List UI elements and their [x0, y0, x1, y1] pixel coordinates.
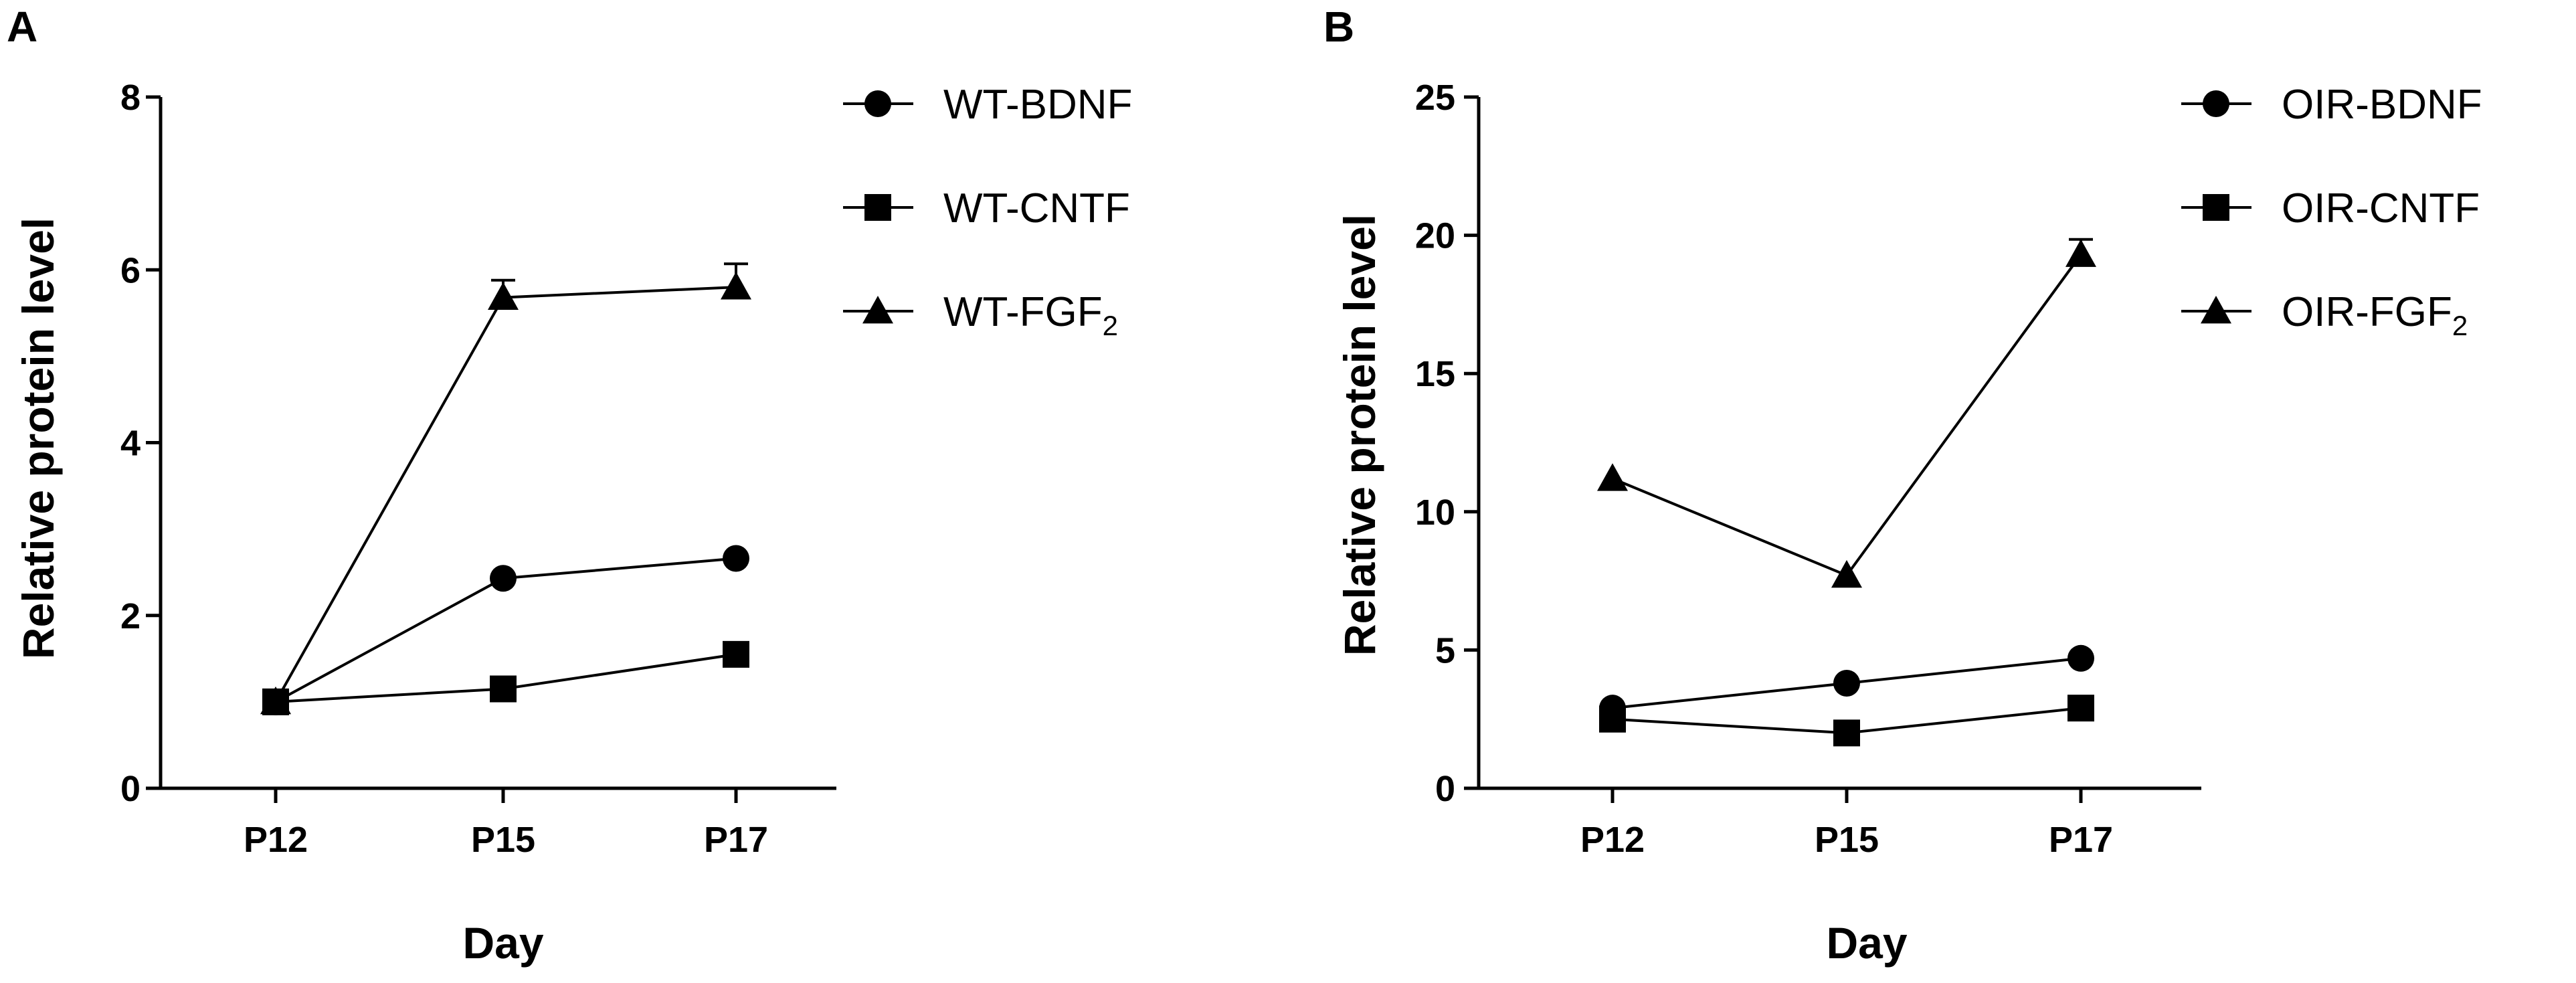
data-point	[2067, 695, 2094, 722]
legend-item: OIR-CNTF	[2181, 185, 2480, 232]
legend-marker	[864, 90, 891, 117]
data-point	[490, 675, 517, 703]
data-point	[723, 640, 749, 668]
legend-label: OIR-FGF2	[2282, 289, 2468, 341]
series-circle	[1599, 644, 2094, 722]
x-axis-ticks: P12 P15 P17	[244, 788, 768, 860]
legend-label: OIR-CNTF	[2282, 185, 2480, 232]
legend-label: OIR-BDNF	[2282, 82, 2482, 128]
y-tick-label: 4	[120, 424, 141, 464]
data-point	[721, 272, 751, 300]
series-line	[1612, 254, 2082, 577]
y-tick-label: 15	[1415, 354, 1455, 394]
data-point	[723, 545, 749, 572]
legend-item: OIR-BDNF	[2181, 82, 2482, 128]
series-square	[262, 640, 749, 715]
x-axis-title: Day	[462, 918, 543, 968]
data-point	[2067, 644, 2094, 672]
y-tick-label: 2	[120, 596, 141, 636]
series-triangle	[260, 262, 751, 715]
x-tick-label: P15	[1815, 820, 1879, 860]
series-square	[1599, 695, 2094, 747]
y-axis-ticks: 0 2 4 6 8	[120, 78, 161, 809]
data-point	[1833, 669, 1860, 697]
x-axis-ticks: P12 P15 P17	[1580, 788, 2113, 860]
series-line	[274, 286, 737, 703]
legend-item: WT-CNTF	[843, 185, 1130, 232]
legend-item: WT-FGF2	[843, 289, 1118, 341]
panel-letter: B	[1323, 3, 1354, 51]
legend-label: WT-CNTF	[943, 185, 1130, 232]
legend-item: WT-BDNF	[843, 82, 1132, 128]
y-axis-ticks: 0 5 10 15 20 25	[1415, 78, 1479, 809]
legend-marker	[862, 296, 893, 324]
series-triangle	[1597, 238, 2096, 588]
y-tick-label: 20	[1415, 216, 1455, 256]
legend: WT-BDNF WT-CNTF WT-FGF2	[843, 82, 1132, 341]
panel-letter: A	[7, 3, 37, 51]
data-point	[1833, 719, 1860, 747]
x-tick-label: P15	[471, 820, 535, 860]
legend-label: WT-FGF2	[943, 289, 1118, 341]
y-tick-label: 25	[1415, 78, 1455, 118]
legend-marker	[2203, 90, 2229, 117]
legend-marker	[2201, 296, 2231, 324]
data-point	[1597, 463, 1628, 491]
y-axis-title: Relative protein level	[13, 217, 63, 659]
legend-marker	[864, 194, 891, 221]
chart-panel-a: A 0 2 4 6 8 P12 P15 P17 Day Relative protein l…	[7, 3, 1132, 968]
legend-item: OIR-FGF2	[2181, 289, 2468, 341]
y-tick-label: 8	[120, 78, 141, 118]
legend: OIR-BDNF OIR-CNTF OIR-FGF2	[2181, 82, 2482, 341]
y-axis-title: Relative protein level	[1335, 214, 1384, 656]
x-axis-title: Day	[1826, 918, 1907, 968]
chart-panel-b: B 0 5 10 15 20 25 P12 P15 P17 Day Relative prot…	[1323, 3, 2482, 968]
x-tick-label: P17	[704, 820, 768, 860]
series-layer	[260, 262, 751, 715]
data-point	[2065, 239, 2096, 267]
data-point	[1599, 705, 1626, 733]
data-point	[490, 565, 517, 592]
data-point	[1831, 559, 1862, 588]
y-tick-label: 5	[1435, 630, 1455, 671]
x-tick-label: P12	[1580, 820, 1645, 860]
y-tick-label: 0	[120, 769, 141, 809]
legend-label: WT-BDNF	[943, 82, 1132, 128]
x-tick-label: P17	[2049, 820, 2113, 860]
series-layer	[1597, 238, 2096, 747]
y-tick-label: 0	[1435, 769, 1455, 809]
y-tick-label: 10	[1415, 493, 1455, 533]
x-tick-label: P12	[244, 820, 308, 860]
legend-marker	[2203, 194, 2229, 221]
data-point	[488, 282, 519, 310]
data-point	[260, 686, 291, 715]
y-tick-label: 6	[120, 250, 141, 290]
